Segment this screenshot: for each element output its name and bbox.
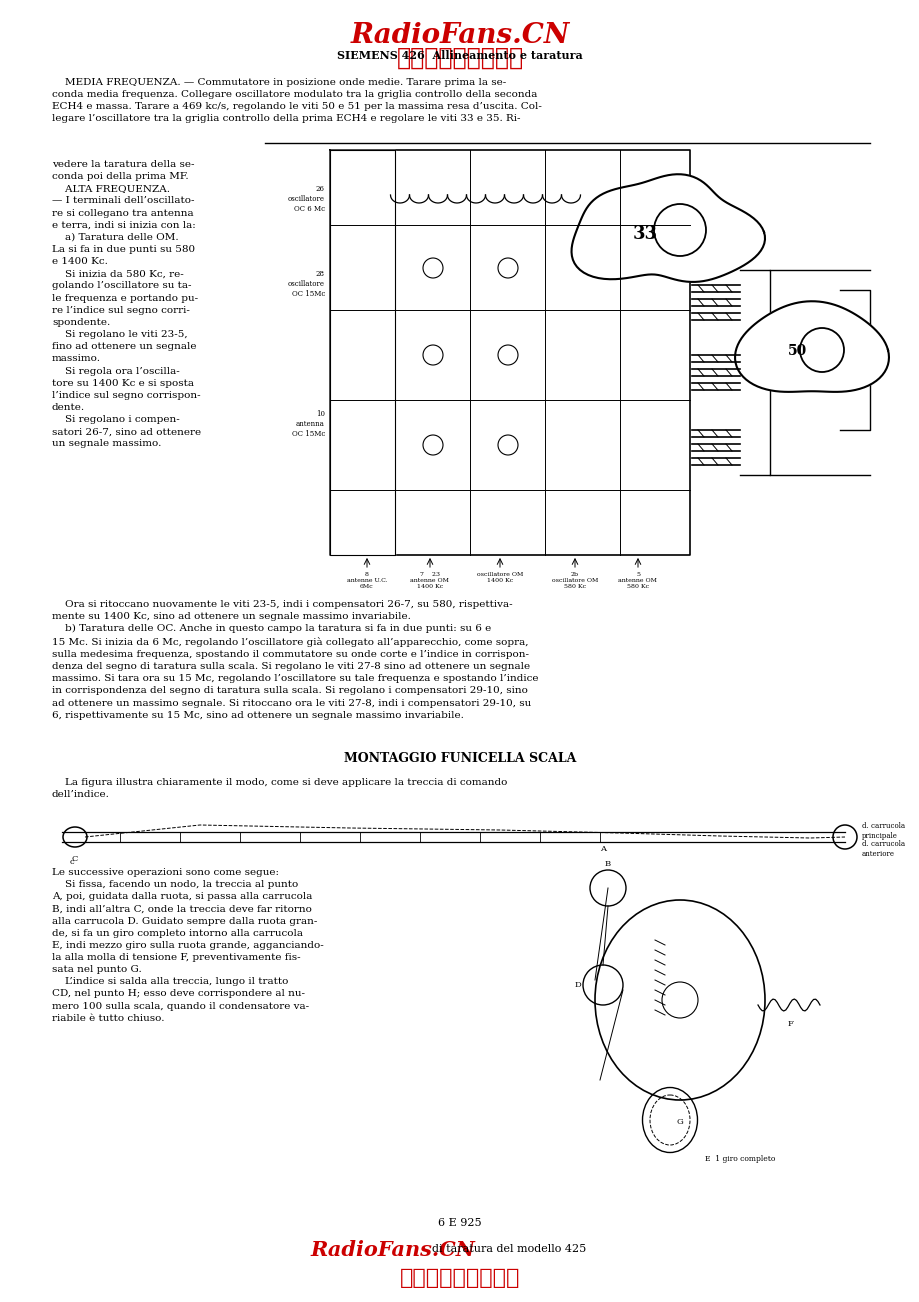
Text: A: A [599,845,606,853]
Text: 28
oscillatore
OC 15Mc: 28 oscillatore OC 15Mc [288,270,324,298]
Polygon shape [571,174,765,283]
Text: 8
antenne U.C.
6Mc: 8 antenne U.C. 6Mc [346,572,387,590]
Polygon shape [734,301,888,392]
Text: B: B [605,861,610,868]
Text: RadioFans.CN: RadioFans.CN [310,1240,474,1260]
Text: d. carrucola
anteriore: d. carrucola anteriore [861,840,904,858]
Text: d. carrucola
principale: d. carrucola principale [861,822,904,840]
Text: 收音机爱好者资料库: 收音机爱好者资料库 [396,46,523,70]
Text: 7    23
antenne OM
1400 Kc: 7 23 antenne OM 1400 Kc [410,572,449,590]
Text: c: c [70,858,74,866]
Text: MEDIA FREQUENZA. — Commutatore in posizione onde medie. Tarare prima la se-
cond: MEDIA FREQUENZA. — Commutatore in posizi… [52,78,541,124]
Text: 50: 50 [788,344,807,358]
Text: MONTAGGIO FUNICELLA SCALA: MONTAGGIO FUNICELLA SCALA [344,753,575,766]
Text: di taratura del modello 425: di taratura del modello 425 [432,1243,585,1254]
Text: F: F [787,1019,792,1029]
Polygon shape [330,150,394,555]
Text: SIEMENS 426  Allineamento e taratura: SIEMENS 426 Allineamento e taratura [336,49,583,61]
Text: oscillatore OM
1400 Kc: oscillatore OM 1400 Kc [476,572,523,583]
Text: Le successive operazioni sono come segue:
    Si fissa, facendo un nodo, la trec: Le successive operazioni sono come segue… [52,868,323,1023]
Text: 5
antenne OM
580 Kc: 5 antenne OM 580 Kc [618,572,657,590]
Text: E  1 giro completo: E 1 giro completo [704,1155,775,1163]
Text: 10
antenna
OC 15Mc: 10 antenna OC 15Mc [291,410,324,437]
Text: RadioFans.CN: RadioFans.CN [350,22,569,49]
Text: 6 E 925: 6 E 925 [437,1217,482,1228]
Text: 2b
oscillatore OM
580 Kc: 2b oscillatore OM 580 Kc [551,572,597,590]
Text: 33: 33 [632,225,657,243]
Text: 26
oscillatore
OC 6 Mc: 26 oscillatore OC 6 Mc [288,185,324,212]
Text: vedere la taratura della se-
conda poi della prima MF.
    ALTA FREQUENZA.
— I t: vedere la taratura della se- conda poi d… [52,160,201,448]
Text: 收音机爱好者资料库: 收音机爱好者资料库 [400,1268,519,1288]
Text: G: G [675,1118,683,1126]
Text: C: C [72,855,78,863]
Text: D: D [574,980,581,990]
Text: La figura illustra chiaramente il modo, come si deve applicare la treccia di com: La figura illustra chiaramente il modo, … [52,779,506,799]
Text: Ora si ritoccano nuovamente le viti 23-5, indi i compensatori 26-7, su 580, risp: Ora si ritoccano nuovamente le viti 23-5… [52,600,538,720]
